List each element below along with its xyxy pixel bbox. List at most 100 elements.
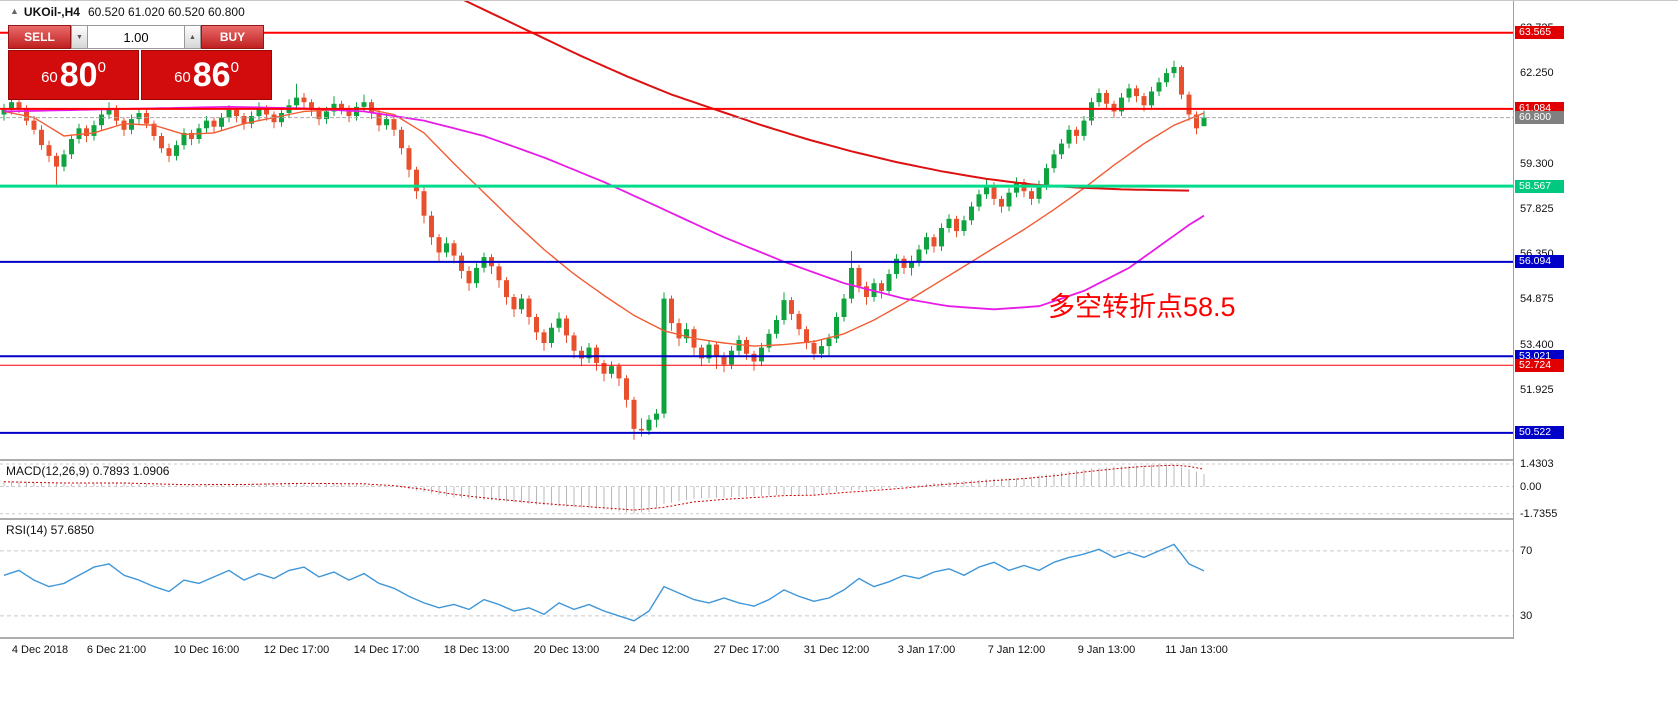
panel-separator[interactable] [0, 637, 1678, 639]
candle-body [556, 318, 562, 328]
candle-body [916, 249, 922, 262]
candle-body [564, 318, 569, 336]
candle-body [159, 136, 164, 149]
volume-increase-button[interactable]: ▲ [184, 25, 201, 49]
candle-body [121, 120, 127, 130]
candle-body [1126, 88, 1132, 98]
candle-body [399, 129, 404, 149]
candle-body [16, 102, 22, 109]
time-axis-label: 9 Jan 13:00 [1077, 644, 1136, 656]
candle-body [324, 111, 329, 120]
buy-price-big-digits: 86 [192, 56, 231, 94]
candle-body [676, 323, 682, 339]
candle-body [1081, 120, 1087, 136]
macd-chart[interactable] [0, 461, 1513, 518]
candle-body [294, 97, 299, 106]
rsi-panel[interactable]: RSI(14) 57.6850 [0, 520, 1513, 637]
candle-body [976, 194, 982, 207]
candle-body [466, 271, 472, 284]
time-axis-label: 11 Jan 13:00 [1165, 644, 1228, 656]
price-tick-label: 53.400 [1520, 338, 1554, 351]
candle-body [9, 102, 14, 110]
candle-body [1134, 88, 1139, 97]
candle-body [946, 218, 952, 228]
volume-decrease-button[interactable]: ▼ [71, 25, 88, 49]
candle-body [969, 206, 974, 221]
candle-body [571, 335, 577, 351]
sell-quote-button[interactable]: 60 80 0 [8, 50, 139, 100]
candle-body [804, 329, 809, 343]
candle-body [24, 108, 29, 121]
price-scale-column: 63.72562.25060.77559.30057.82556.35054.8… [1514, 1, 1678, 669]
candle-body [69, 139, 74, 155]
candle-body [369, 102, 374, 113]
candle-body [586, 347, 592, 359]
candle-body [241, 116, 247, 124]
candle-body [699, 347, 704, 359]
candle-body [474, 267, 479, 284]
candle-body [781, 300, 787, 320]
candle-body [174, 145, 179, 156]
rsi-chart[interactable] [0, 520, 1513, 637]
candle-body [84, 128, 89, 136]
candle-body [669, 298, 674, 324]
candle-body [864, 286, 869, 297]
macd-panel[interactable]: MACD(12,26,9) 0.7893 1.0906 [0, 461, 1513, 518]
price-chart-area[interactable]: ▲ UKOil-,H4 60.520 61.020 60.520 60.800 SE… [0, 1, 1513, 459]
macd-signal-line [3, 464, 1205, 511]
macd-tick-label: 1.4303 [1520, 457, 1554, 470]
candle-body [211, 120, 217, 127]
time-axis-label: 31 Dec 12:00 [803, 644, 870, 656]
price-level-badge: 50.522 [1515, 426, 1564, 440]
buy-button[interactable]: BUY [201, 25, 264, 49]
candle-body [609, 366, 614, 374]
candle-body [144, 113, 149, 124]
symbol-timeframe-label: UKOil-,H4 [23, 5, 80, 19]
price-level-badge: 60.800 [1515, 111, 1564, 125]
candle-body [309, 102, 314, 110]
candles-layer [1, 60, 1207, 440]
symbol-marker-icon: ▲ [10, 6, 19, 16]
candle-body [1141, 96, 1147, 106]
candle-body [519, 298, 524, 310]
sell-button[interactable]: SELL [8, 25, 71, 49]
candle-body [1186, 94, 1192, 115]
candle-body [579, 350, 584, 359]
price-scale-border [1513, 1, 1514, 639]
candle-body [631, 399, 637, 429]
candle-body [99, 114, 104, 126]
candle-body [504, 280, 509, 298]
sell-price-pip-digit: 0 [97, 58, 106, 76]
candle-body [886, 274, 892, 291]
time-axis-label: 18 Dec 13:00 [443, 644, 510, 656]
buy-quote-button[interactable]: 60 86 0 [141, 50, 272, 100]
candle-body [834, 317, 839, 339]
ohlc-values: 60.520 61.020 60.520 60.800 [87, 5, 245, 19]
candle-body [856, 267, 862, 287]
candle-body [751, 353, 757, 362]
candlestick-chart[interactable] [0, 1, 1513, 459]
candle-body [339, 103, 344, 109]
candle-body [91, 125, 97, 136]
candle-body [1029, 191, 1034, 199]
candle-body [721, 356, 727, 365]
panel-separator[interactable] [0, 518, 1678, 520]
fast-ma-line [3, 107, 1205, 347]
price-level-badge: 52.724 [1515, 358, 1564, 372]
candle-body [954, 218, 959, 232]
panel-separator[interactable] [0, 459, 1678, 461]
candle-body [939, 228, 944, 247]
candle-body [684, 329, 689, 339]
candle-body [234, 109, 239, 116]
candle-body [1074, 129, 1079, 136]
candle-body [999, 198, 1004, 207]
candle-body [384, 119, 389, 126]
candle-body [204, 120, 209, 129]
candle-body [256, 108, 262, 117]
candle-body [316, 109, 322, 120]
price-level-badge: 56.094 [1515, 255, 1564, 269]
candle-body [541, 332, 547, 343]
volume-input[interactable] [88, 25, 184, 49]
chart-title: ▲ UKOil-,H4 60.520 61.020 60.520 60.800 [10, 5, 245, 19]
